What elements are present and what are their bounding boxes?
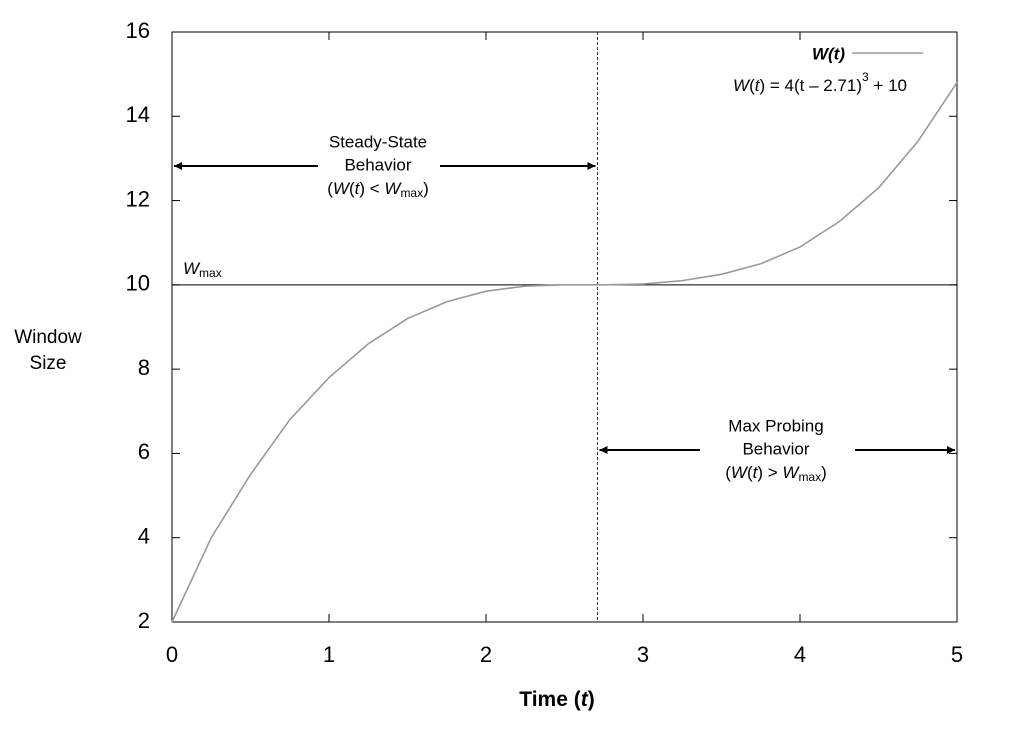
y-tick-label: 14 [126,102,150,127]
annotation: Steady-State [329,132,427,151]
x-tick-label: 2 [480,642,492,667]
x-tick-label: 0 [166,642,178,667]
y-axis-label: Size [30,353,67,374]
y-tick-label: 4 [138,524,150,549]
x-tick-label: 1 [323,642,335,667]
annotation: Behavior [344,155,411,174]
x-tick-label: 5 [951,642,963,667]
hline-label: Wmax [183,259,222,280]
plot-frame [171,31,958,623]
y-tick-label: 6 [138,439,150,464]
annotation: (W(t) < Wmax) [327,179,429,200]
y-tick-label: 2 [138,608,150,633]
formula: W(t) = 4(t – 2.71)3 + 10 [733,70,907,95]
y-tick-label: 10 [126,271,150,296]
y-axis-label: Window [14,327,82,348]
y-tick-label: 12 [126,186,150,211]
annotation: Behavior [742,439,809,458]
x-tick-label: 3 [637,642,649,667]
annotation: Max Probing [728,416,823,435]
annotation: (W(t) > Wmax) [725,463,827,484]
series-line [171,82,958,623]
legend-label: W(t) [812,44,845,63]
y-tick-label: 8 [138,355,150,380]
y-tick-label: 16 [126,18,150,43]
x-tick-label: 4 [794,642,806,667]
x-axis-label: Time (t) [519,688,594,711]
